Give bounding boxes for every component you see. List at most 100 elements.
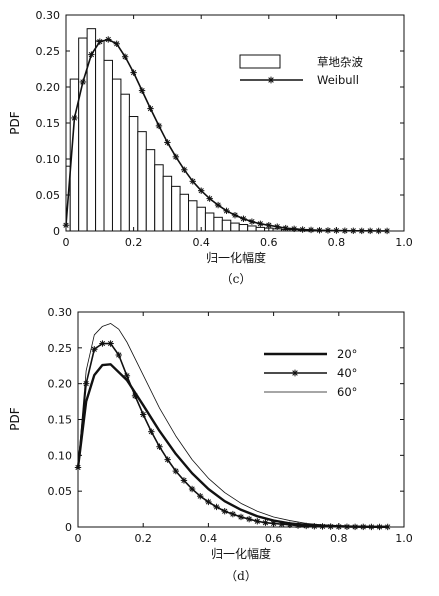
c-x-tick-label: 0.8 (328, 236, 346, 249)
histogram-bar (128, 116, 139, 232)
weibull-marker (324, 227, 332, 234)
marker-stroke (114, 41, 120, 47)
y-axis-label: PDF (8, 111, 22, 134)
series-marker (384, 523, 391, 531)
series-marker (82, 380, 90, 387)
series-marker (221, 508, 228, 515)
marker-stroke (198, 188, 204, 194)
marker-stroke (222, 508, 228, 514)
marker-stroke (91, 346, 97, 352)
weibull-marker (350, 227, 357, 234)
series-marker (303, 522, 310, 530)
plot-area-frame (77, 311, 405, 528)
weibull-marker (383, 227, 391, 235)
series-marker (319, 523, 326, 530)
marker-stroke (63, 222, 69, 228)
c-y-tick-label: 0.25 (36, 45, 61, 58)
legend: 草地杂波 Weibull (239, 54, 363, 87)
c-x-tick-label: 0.4 (192, 236, 210, 249)
series-marker (237, 513, 245, 521)
series-marker (286, 521, 294, 529)
histogram-bar (120, 93, 130, 232)
marker-stroke (274, 224, 280, 230)
marker-stroke (257, 221, 263, 227)
histogram-bar (179, 193, 190, 232)
weibull-marker (367, 227, 374, 235)
marker-stroke (308, 227, 314, 233)
x-axis-ticks: 0 0.2 0.4 0.6 0.8 1.0 (63, 15, 413, 249)
legend: 20° 40° 60° (264, 347, 357, 399)
weibull-marker (290, 225, 298, 233)
weibull-marker (105, 36, 112, 43)
marker-stroke (197, 493, 203, 499)
legend-label-weibull: Weibull (317, 73, 359, 87)
weibull-marker (341, 227, 349, 234)
marker-stroke (122, 54, 128, 60)
series-marker (131, 392, 139, 400)
marker-stroke (279, 521, 285, 527)
weibull-marker (147, 105, 154, 112)
marker-stroke (254, 518, 260, 524)
marker-stroke (232, 212, 238, 218)
x-axis-label: 归一化幅度 (206, 250, 266, 265)
weibull-marker (79, 78, 87, 86)
marker-stroke (139, 87, 145, 94)
weibull-marker (121, 53, 129, 60)
series-marker (294, 522, 302, 529)
series-marker (351, 523, 359, 531)
weibull-marker (62, 222, 70, 229)
marker-stroke (352, 524, 358, 530)
weibull-marker (96, 38, 103, 45)
marker-stroke (173, 154, 179, 160)
histogram-bars (65, 28, 342, 232)
d-y-tick-label: 0 (65, 521, 72, 534)
d-x-tick-label: 0.2 (134, 532, 152, 545)
c-y-tick-label: 0.30 (36, 9, 61, 22)
series-marker (115, 351, 122, 359)
marker-stroke (344, 524, 350, 530)
marker-stroke (311, 523, 317, 529)
d-y-tick-label: 0.15 (48, 414, 73, 427)
marker-stroke (181, 167, 187, 173)
panel-c-histogram-chart: 0 0.2 0.4 0.6 0.8 1.0 0 0.05 0.10 0.15 0.20 0.25 0.… (8, 9, 413, 286)
series-marker (343, 523, 351, 530)
marker-stroke (132, 393, 138, 399)
histogram-bar (162, 175, 173, 232)
weibull-marker (206, 195, 213, 202)
weibull-marker (172, 153, 180, 161)
marker-stroke (71, 115, 78, 121)
marker-stroke (240, 216, 247, 222)
marker-stroke (165, 457, 171, 463)
legend-swatch-40deg-marker (291, 369, 299, 377)
legend-label-20deg: 20° (337, 347, 357, 361)
marker-stroke (88, 51, 94, 58)
marker-stroke (99, 340, 106, 347)
marker-stroke (303, 523, 309, 529)
weibull-marker (274, 223, 281, 230)
weibull-marker (375, 227, 382, 235)
weibull-marker (316, 227, 323, 234)
weibull-marker (113, 40, 120, 47)
marker-stroke (359, 228, 365, 234)
histogram-bar (95, 40, 105, 232)
histogram-bar (204, 212, 215, 232)
weibull-marker (282, 224, 289, 232)
weibull-marker (240, 215, 247, 222)
histogram-bar (154, 164, 164, 232)
weibull-marker (223, 207, 230, 215)
marker-stroke (385, 524, 391, 530)
series-marker (180, 477, 188, 484)
x-axis-ticks: 0 0.2 0.4 0.6 0.8 1.0 (75, 312, 413, 545)
marker-stroke (130, 69, 137, 76)
legend-marker (267, 76, 275, 84)
weibull-marker (164, 139, 171, 146)
histogram-bar (171, 185, 181, 232)
series-marker (229, 510, 237, 518)
marker-stroke (249, 219, 255, 225)
series-marker (278, 520, 285, 528)
d-x-tick-label: 0.8 (330, 532, 348, 545)
panel-caption-c: （c） (221, 272, 252, 286)
weibull-marker (231, 211, 239, 219)
marker-stroke (164, 139, 171, 146)
